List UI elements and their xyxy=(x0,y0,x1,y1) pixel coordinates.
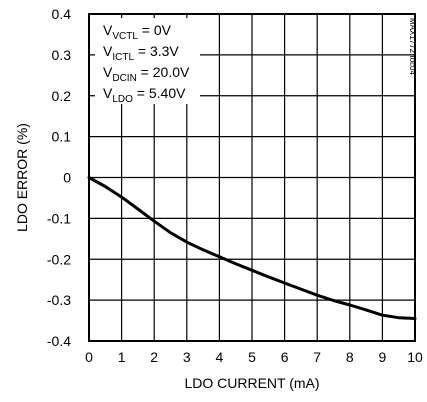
y-tick-label: -0.3 xyxy=(47,292,71,308)
x-tick-labels: 0 1 2 3 4 5 6 7 8 9 10 xyxy=(85,349,423,365)
series-line xyxy=(87,176,417,320)
condition-label: VLDO = 5.40V xyxy=(103,85,186,105)
x-tick-label: 8 xyxy=(346,349,354,365)
y-axis-title: LDO ERROR (%) xyxy=(14,123,30,232)
condition-label: VVCTL = 0V xyxy=(103,22,172,42)
y-tick-label: 0 xyxy=(63,170,71,186)
x-tick-label: 0 xyxy=(85,349,93,365)
condition-label: VDCIN = 20.0V xyxy=(103,64,190,84)
condition-label: VICTL = 3.3V xyxy=(103,43,179,63)
y-tick-labels: 0.4 0.3 0.2 0.1 0 -0.1 -0.2 -0.3 -0.4 xyxy=(47,6,71,349)
y-tick-label: 0.1 xyxy=(52,129,72,145)
x-tick-label: 5 xyxy=(248,349,256,365)
x-tick-label: 7 xyxy=(313,349,321,365)
y-tick-label: -0.1 xyxy=(47,210,71,226)
x-tick-label: 6 xyxy=(281,349,289,365)
x-tick-label: 1 xyxy=(118,349,126,365)
y-tick-label: 0.4 xyxy=(52,6,72,22)
y-tick-label: -0.2 xyxy=(47,251,71,267)
conditions-background xyxy=(95,18,200,104)
y-tick-label: 0.3 xyxy=(52,47,72,63)
watermark-label: MAX1772 toc04 xyxy=(408,18,417,75)
y-tick-label: 0.2 xyxy=(52,88,72,104)
x-axis-title: LDO CURRENT (mA) xyxy=(184,375,319,391)
x-tick-label: 10 xyxy=(407,349,423,365)
y-tick-label: -0.4 xyxy=(47,333,71,349)
x-tick-label: 4 xyxy=(216,349,224,365)
x-tick-label: 9 xyxy=(379,349,387,365)
x-tick-label: 2 xyxy=(150,349,158,365)
x-tick-label: 3 xyxy=(183,349,191,365)
